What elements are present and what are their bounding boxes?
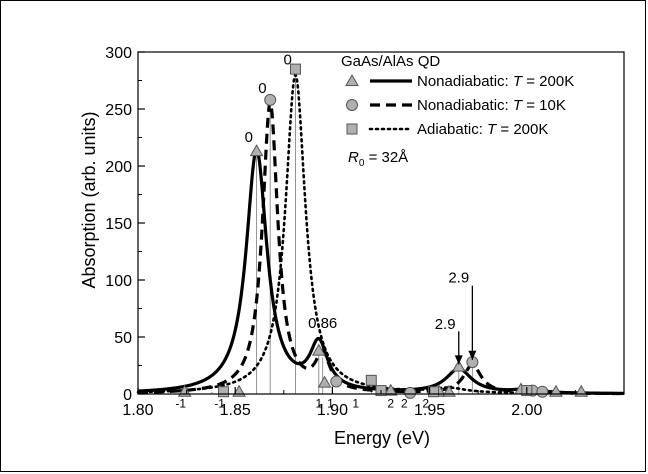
- circle-marker: [330, 375, 343, 388]
- absorption-curves: [136, 71, 626, 396]
- square-marker: [289, 63, 301, 75]
- transition-label: -1: [214, 397, 225, 411]
- transition-label: 1: [327, 397, 334, 411]
- legend-marker-circle: [346, 99, 358, 111]
- circle-marker: [536, 385, 549, 398]
- x-axis-label: Energy (eV): [334, 428, 430, 448]
- peak-annotation: 2.9: [435, 316, 456, 333]
- peak-annotation: 0: [245, 129, 253, 146]
- legend-title: GaAs/AlAs QD: [341, 53, 440, 70]
- circle-marker: [404, 386, 417, 399]
- triangle-marker: [451, 359, 466, 372]
- square-marker: [365, 374, 377, 386]
- peak-annotation: 0: [284, 52, 292, 69]
- y-tick-label: 300: [105, 45, 132, 62]
- square-marker: [218, 386, 230, 398]
- x-tick-label: 1.80: [122, 402, 153, 419]
- peak-annotation: 2.9: [448, 269, 469, 286]
- transition-label: 2: [422, 397, 429, 411]
- y-tick-label: 100: [105, 273, 132, 290]
- legend: GaAs/AlAs QD Nonadiabatic: T = 200KNonad…: [341, 53, 574, 169]
- legend-label: Nonadiabatic: T = 10K: [417, 97, 566, 114]
- y-tick-label: 150: [105, 216, 132, 233]
- legend-label: Adiabatic: T = 200K: [417, 121, 548, 138]
- x-tick-label: 1.85: [220, 402, 251, 419]
- transition-label: -1: [175, 397, 186, 411]
- y-tick-label: 50: [114, 330, 132, 347]
- peak-annotation: 0.86: [308, 315, 337, 332]
- triangle-marker: [249, 144, 264, 157]
- transition-label: 2: [387, 397, 394, 411]
- triangle-marker: [317, 375, 332, 388]
- annotation-arrow-head: [468, 350, 477, 360]
- triangle-marker: [574, 384, 589, 397]
- transition-label: 2: [401, 397, 408, 411]
- series-line-dashed: [137, 96, 625, 396]
- legend-label: Nonadiabatic: T = 200K: [417, 73, 574, 90]
- transition-markers: [177, 63, 589, 399]
- square-marker: [427, 386, 439, 398]
- annotation-arrow-head: [454, 355, 463, 365]
- peak-annotation: 0: [258, 80, 266, 97]
- y-tick-label: 0: [123, 387, 132, 404]
- x-tick-label: 2.00: [511, 402, 542, 419]
- x-tick-label: 1.90: [317, 402, 348, 419]
- y-tick-label: 200: [105, 159, 132, 176]
- triangle-marker: [383, 383, 398, 396]
- legend-marker-square: [346, 123, 358, 135]
- series-line-solid: [137, 146, 624, 395]
- x-tick-label: 1.95: [414, 402, 445, 419]
- legend-entries: Nonadiabatic: T = 200K Nonadiabatic: T = …: [345, 73, 574, 138]
- legend-marker-triangle: [345, 73, 359, 86]
- transition-label: 1: [352, 397, 359, 411]
- y-axis-label: Absorption (arb. units): [79, 111, 99, 288]
- y-tick-label: 250: [105, 102, 132, 119]
- series-line-dotted: [136, 71, 626, 395]
- circle-marker: [264, 93, 277, 106]
- transition-label: 1: [315, 397, 322, 411]
- triangle-marker: [311, 343, 326, 356]
- legend-parameter: R0 = 32Å: [348, 149, 408, 169]
